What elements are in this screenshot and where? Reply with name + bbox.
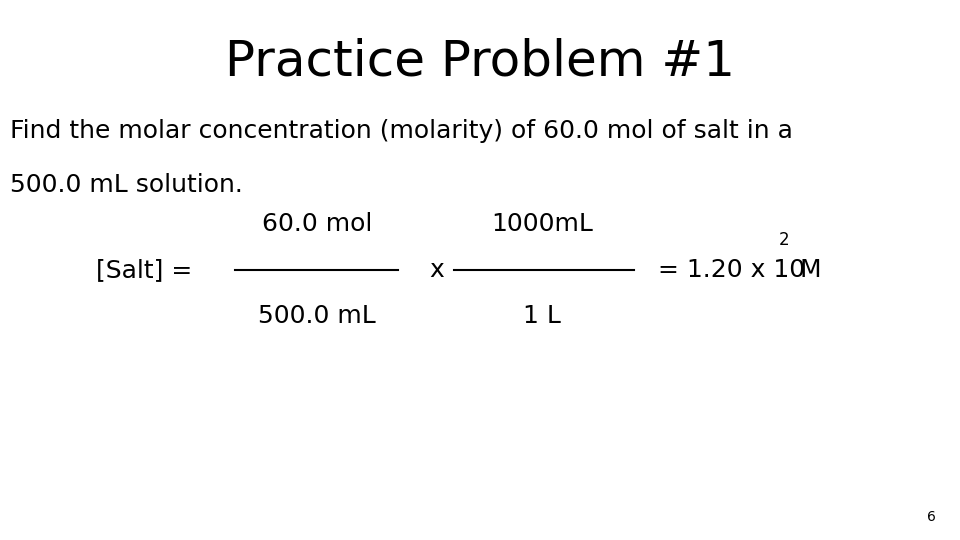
Text: 6: 6 <box>927 510 936 524</box>
Text: [Salt] =: [Salt] = <box>96 258 192 282</box>
Text: x: x <box>429 258 444 282</box>
Text: 1 L: 1 L <box>523 304 562 328</box>
Text: 500.0 mL: 500.0 mL <box>258 304 375 328</box>
Text: = 1.20 x 10: = 1.20 x 10 <box>658 258 804 282</box>
Text: 1000mL: 1000mL <box>492 212 593 236</box>
Text: 60.0 mol: 60.0 mol <box>262 212 372 236</box>
Text: Practice Problem #1: Practice Problem #1 <box>225 38 735 86</box>
Text: Find the molar concentration (molarity) of 60.0 mol of salt in a: Find the molar concentration (molarity) … <box>10 119 792 143</box>
Text: M: M <box>792 258 821 282</box>
Text: 500.0 mL solution.: 500.0 mL solution. <box>10 173 243 197</box>
Text: 2: 2 <box>780 231 790 249</box>
